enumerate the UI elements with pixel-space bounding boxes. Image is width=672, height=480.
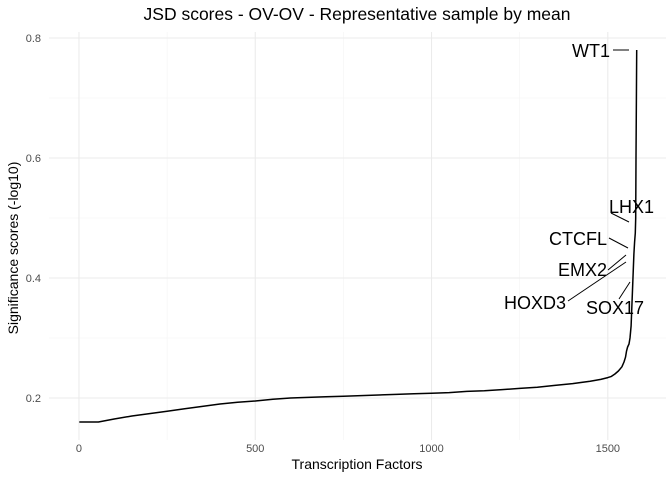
y-axis-title: Significance scores (-log10) [5, 162, 21, 335]
grid-layer [49, 32, 666, 440]
annotation-leader-sox17 [618, 281, 631, 300]
y-tick-label: 0.6 [26, 153, 41, 165]
x-axis-title: Transcription Factors [292, 456, 423, 472]
axis-layer: 0 500 1000 1500 0.2 0.4 0.6 0.8 [26, 33, 620, 455]
x-tick-label: 500 [246, 443, 264, 455]
annotation-label-hoxd3: HOXD3 [504, 293, 566, 313]
x-tick-label: 1000 [419, 443, 443, 455]
y-tick-label: 0.4 [26, 273, 41, 285]
annotation-label-lhx1: LHX1 [609, 197, 654, 217]
chart-title: JSD scores - OV-OV - Representative samp… [144, 4, 571, 24]
annotation-leader-emx2 [607, 254, 627, 271]
series-layer [79, 49, 638, 423]
annotation-leader-hoxd3 [567, 261, 627, 302]
y-tick-label: 0.8 [26, 33, 41, 45]
annotation-label-ctcfl: CTCFL [549, 229, 607, 249]
x-tick-label: 0 [76, 443, 82, 455]
y-tick-label: 0.2 [26, 393, 41, 405]
annotation-label-sox17: SOX17 [586, 298, 644, 318]
x-tick-label: 1500 [596, 443, 620, 455]
annotation-leader-lhx1 [610, 212, 630, 223]
series-line [79, 49, 638, 423]
annotation-label-emx2: EMX2 [558, 260, 607, 280]
annotation-leader-ctcfl [608, 237, 629, 249]
annotation-label-wt1: WT1 [572, 41, 610, 61]
